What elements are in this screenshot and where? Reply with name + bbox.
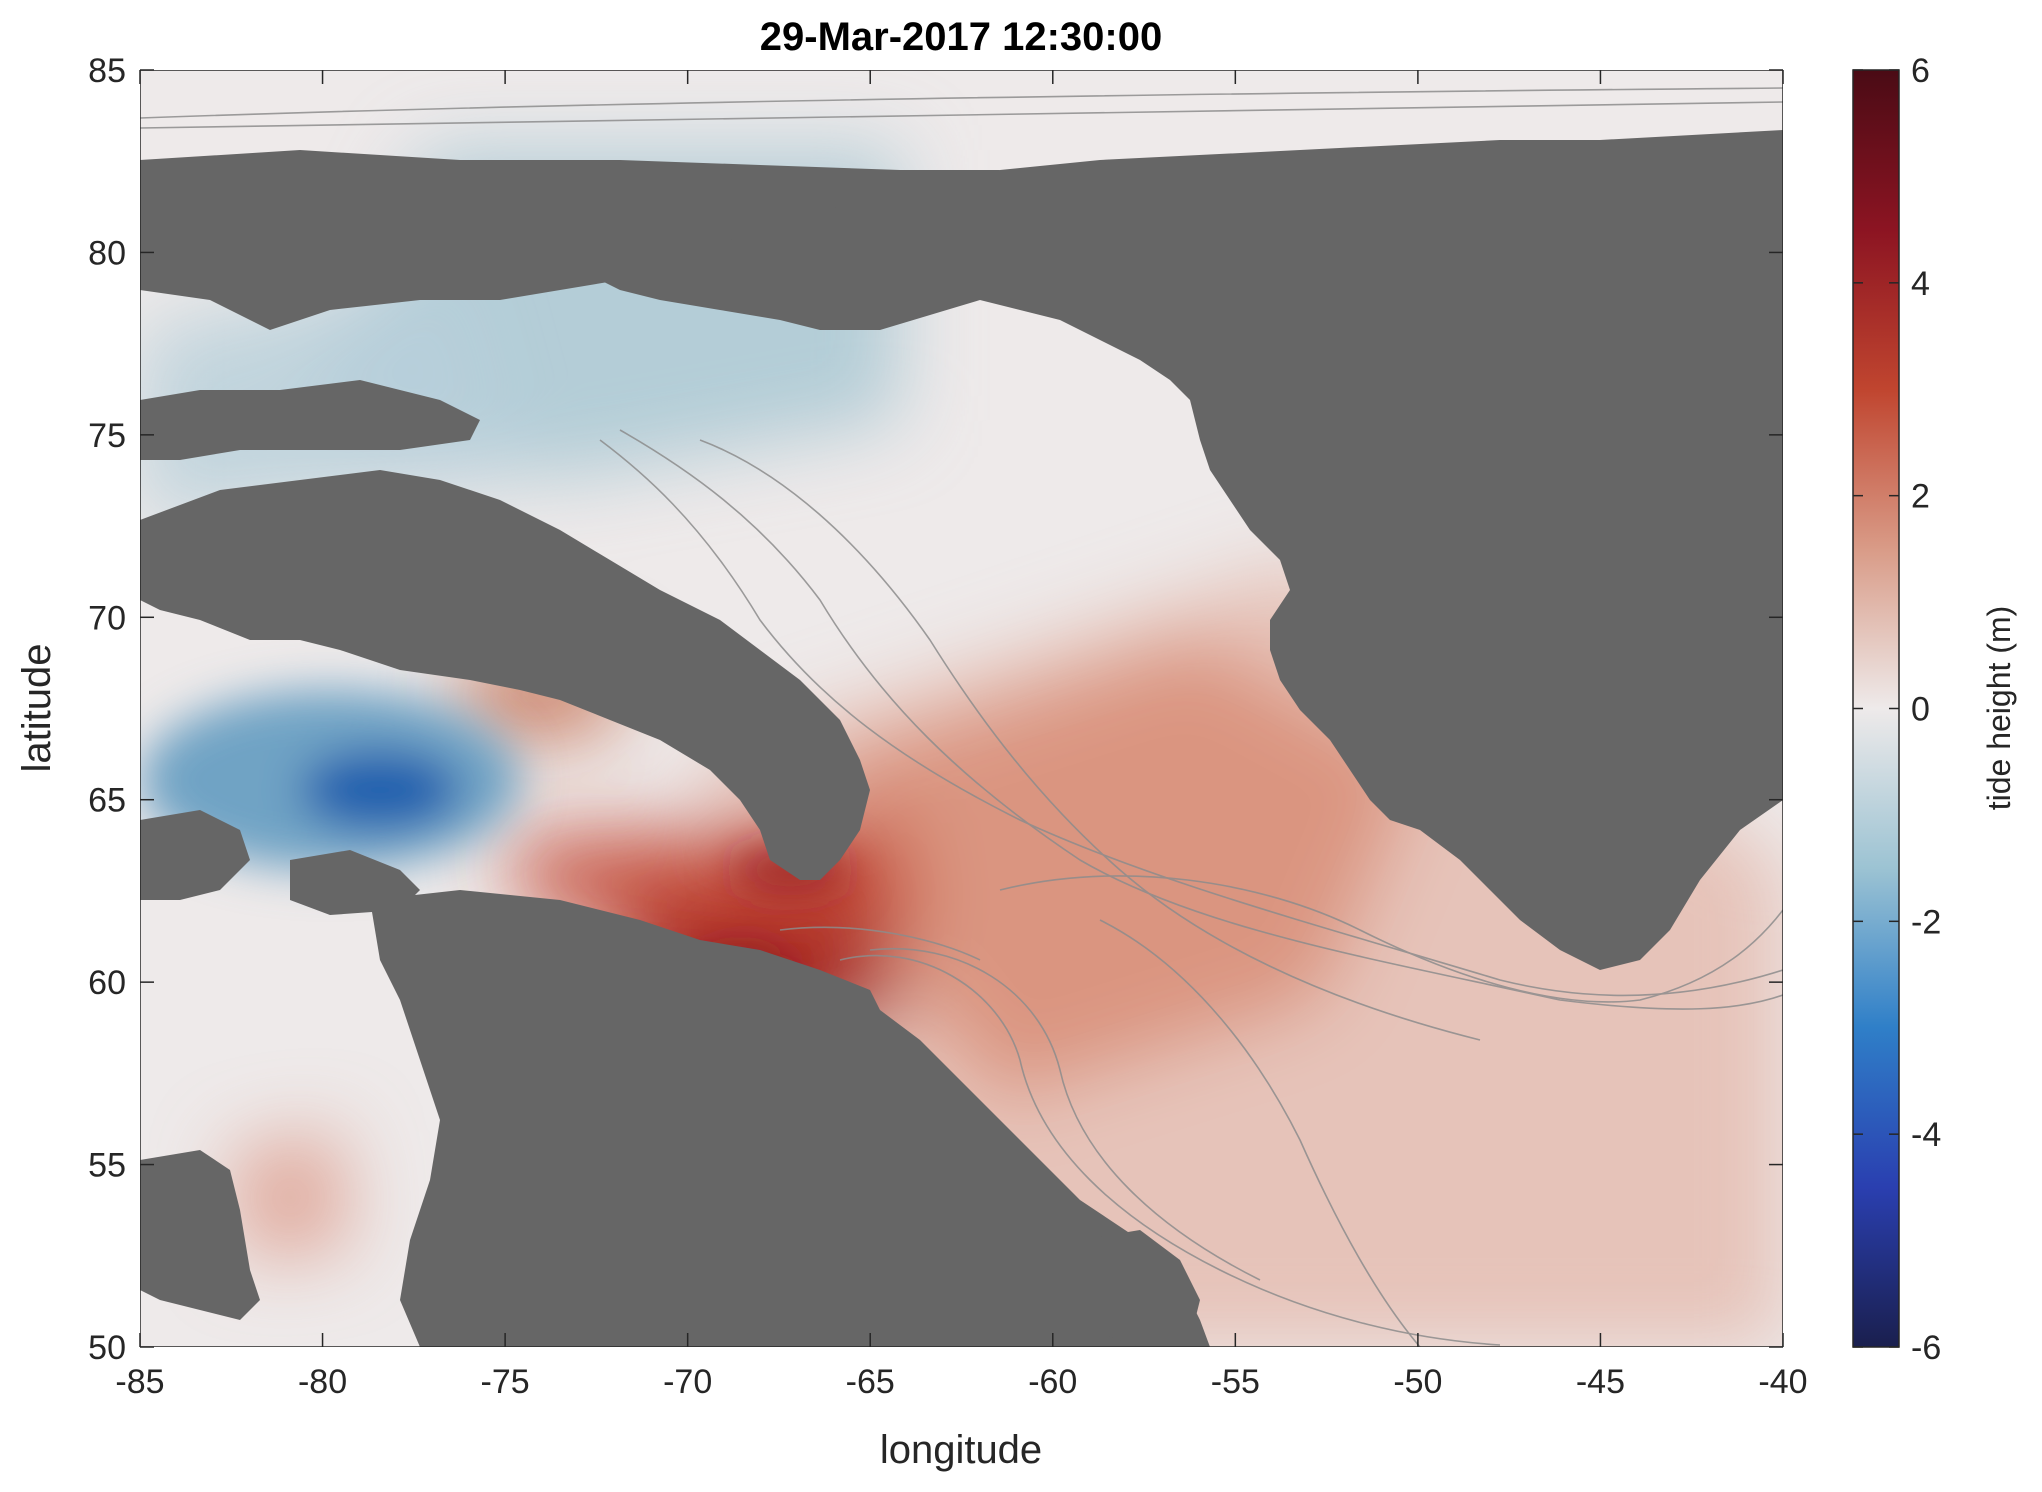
- colorbar-tick-label: 6: [1911, 52, 1930, 90]
- colorbar-tick-label: -2: [1911, 903, 1941, 941]
- contour-line: [699, 439, 1481, 1041]
- quebec-labrador: [370, 890, 1210, 1347]
- colorbar-tick-label: -6: [1911, 1329, 1941, 1367]
- y-tick-label: 60: [88, 964, 126, 1002]
- colorbar-label: tide height (m): [1981, 606, 2017, 811]
- foxe-basin-low: [140, 690, 520, 870]
- contour-line: [1099, 919, 1421, 1347]
- contour-line: [839, 954, 1501, 1346]
- x-tick-label: -65: [846, 1363, 895, 1401]
- contour-line: [599, 439, 1783, 997]
- y-tick-label: 55: [88, 1147, 126, 1185]
- y-tick-label: 70: [88, 599, 126, 637]
- x-tick-label: -85: [115, 1363, 164, 1401]
- colorbar-ticks: -6 -4 -2 0 2 4 6: [1853, 52, 1941, 1367]
- x-tick-label: -70: [663, 1363, 712, 1401]
- newfoundland: [1070, 1230, 1200, 1347]
- colorbar-tick-label: 2: [1911, 478, 1930, 516]
- x-tick-label: -45: [1576, 1363, 1625, 1401]
- contour-line: [140, 87, 1783, 119]
- james-bay-tint: [230, 1130, 350, 1260]
- map-title: 29-Mar-2017 12:30:00: [760, 15, 1162, 59]
- ellesmere-island: [140, 150, 1000, 330]
- baffin-island: [140, 470, 870, 880]
- y-tick-label: 50: [88, 1329, 126, 1367]
- contour-line: [999, 875, 1783, 1003]
- colorbar-tick-label: 4: [1911, 265, 1930, 303]
- colorbar-tick-label: -4: [1911, 1116, 1941, 1154]
- x-axis-label: longitude: [880, 1428, 1042, 1472]
- y-tick-label: 80: [88, 234, 126, 272]
- greenland: [600, 130, 1783, 970]
- y-tick-label: 85: [88, 52, 126, 90]
- y-tick-label: 75: [88, 417, 126, 455]
- y-axis-ticks: 50 55 60 65 70 75 80 85: [88, 52, 1783, 1367]
- contour-line: [869, 948, 1261, 1281]
- contour-line: [779, 926, 981, 961]
- x-tick-label: -60: [1028, 1363, 1077, 1401]
- x-tick-label: -55: [1211, 1363, 1260, 1401]
- x-axis-ticks: -85 -80 -75 -70 -65 -60 -55 -50 -45 -40: [115, 70, 1808, 1401]
- colorbar-tick-label: 0: [1911, 691, 1930, 729]
- x-tick-label: -50: [1393, 1363, 1442, 1401]
- melville-peninsula: [140, 810, 250, 900]
- x-tick-label: -40: [1758, 1363, 1807, 1401]
- contour-line: [619, 429, 1783, 1010]
- foxe-inner: [300, 750, 460, 830]
- devon-island: [140, 380, 480, 460]
- x-tick-label: -80: [298, 1363, 347, 1401]
- map-plot-area: [140, 70, 1783, 1347]
- y-tick-label: 65: [88, 782, 126, 820]
- ontario-shore: [140, 1150, 260, 1320]
- y-axis-label: latitude: [15, 644, 59, 773]
- land: [140, 130, 1783, 1347]
- x-tick-label: -75: [481, 1363, 530, 1401]
